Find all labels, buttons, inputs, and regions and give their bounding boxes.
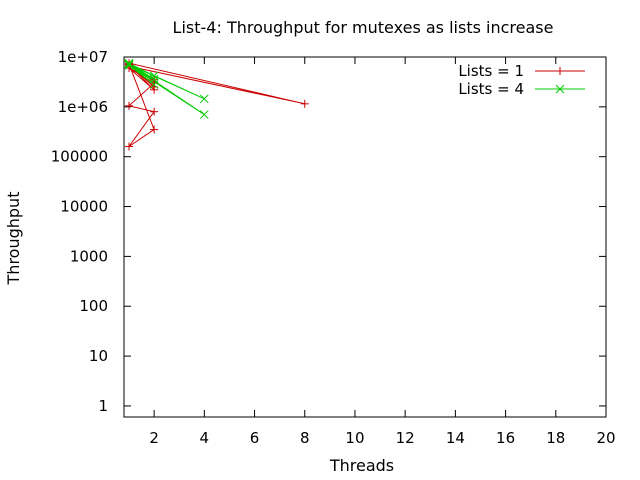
- data-point: [150, 85, 159, 94]
- legend-label: Lists = 1: [458, 62, 524, 80]
- series-line: [128, 62, 205, 116]
- data-point: [125, 142, 134, 151]
- axis-ticks: 2 4 6 8 10 12 14 16 18 20 1 10 100 1000 10000 100000 1e+…: [51, 48, 616, 447]
- y-tick-label: 1000: [70, 247, 108, 265]
- series-points: [124, 58, 309, 151]
- plot-frame: [123, 56, 607, 418]
- data-point: [124, 59, 134, 69]
- y-tick-label: 1e+07: [58, 48, 108, 66]
- y-axis-label: Throughput: [4, 192, 23, 286]
- legend-label: Lists = 4: [458, 80, 524, 98]
- data-point: [124, 60, 134, 70]
- data-point: [149, 71, 159, 81]
- data-point: [125, 101, 134, 110]
- x-tick-label: 18: [546, 429, 565, 447]
- x-tick-label: 2: [149, 429, 159, 447]
- x-tick-label: 8: [300, 429, 310, 447]
- series-lines: [127, 62, 305, 147]
- legend-marker: [556, 67, 564, 75]
- data-point: [300, 99, 309, 108]
- data-point: [199, 110, 209, 119]
- x-tick-label: 14: [446, 429, 465, 447]
- y-tick-label: 100: [79, 297, 108, 315]
- x-tick-label: 4: [200, 429, 210, 447]
- chart-title: List-4: Throughput for mutexes as lists …: [173, 18, 554, 37]
- y-tick-label: 1: [98, 397, 108, 415]
- x-tick-label: 16: [496, 429, 515, 447]
- data-point: [150, 107, 159, 116]
- y-tick-label: 10000: [60, 198, 108, 216]
- legend-marker: [555, 84, 565, 94]
- x-tick-label: 6: [250, 429, 260, 447]
- x-axis-label: Threads: [329, 456, 394, 475]
- y-tick-label: 100000: [51, 148, 108, 166]
- data-point: [150, 79, 159, 88]
- x-tick-label: 10: [345, 429, 364, 447]
- x-tick-label: 20: [596, 429, 615, 447]
- series-line: [127, 62, 305, 147]
- data-point: [199, 94, 209, 104]
- y-tick-label: 1e+06: [58, 98, 108, 116]
- y-tick-label: 10: [89, 347, 108, 365]
- data-point: [150, 125, 159, 134]
- data-point: [149, 74, 159, 84]
- x-tick-label: 12: [396, 429, 415, 447]
